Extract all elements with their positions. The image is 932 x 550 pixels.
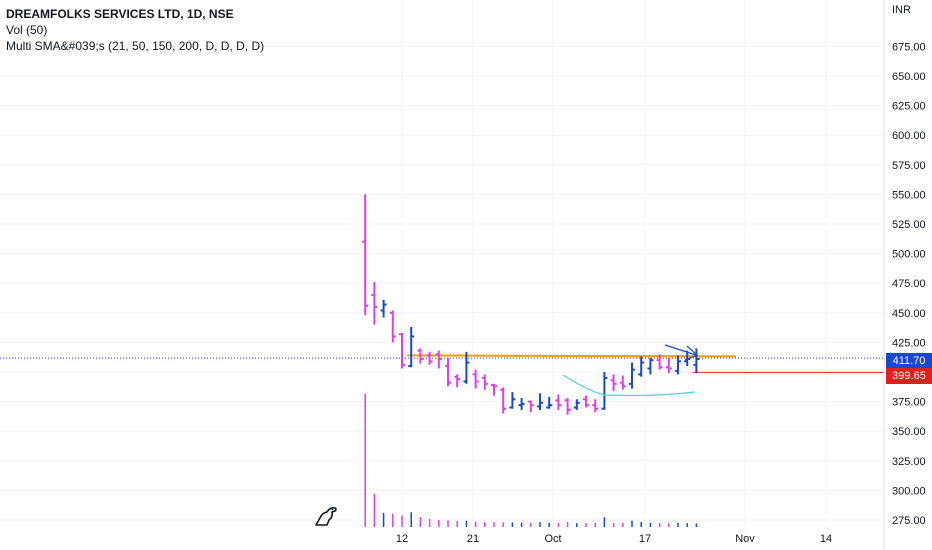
sma-indicator-label[interactable]: Multi SMA&#039;s (21, 50, 150, 200, D, D… [6,39,265,53]
time-tick-label: 14 [820,533,832,545]
last-price-tag: 411.70 [886,353,932,369]
marked-price-tag: 399.65 [886,368,932,384]
price-tick-label: 375.00 [892,397,926,409]
arrow-line [664,344,697,356]
price-tick-label: 325.00 [892,456,926,468]
cyan-curve [562,374,696,397]
price-tick-label: 350.00 [892,426,926,438]
price-tick-label: 450.00 [892,308,926,320]
price-axis[interactable]: 675.00 650.00 625.00 600.00 575.00 550.00 525.… [892,41,926,527]
time-tick-label: 21 [467,533,479,545]
time-tick-label: 12 [396,533,408,545]
price-tick-label: 500.00 [892,249,926,261]
arrow-head [684,345,699,361]
price-tick-label: 425.00 [892,337,926,349]
drawings [562,344,699,397]
price-tick-label: 550.00 [892,189,926,201]
price-tick-label: 600.00 [892,130,926,142]
price-tick-label: 575.00 [892,160,926,172]
volume-indicator-label[interactable]: Vol (50) [6,23,48,37]
time-axis[interactable]: 12 21 Oct 17 Nov 14 [396,533,832,545]
price-tick-label: 475.00 [892,278,926,290]
currency-label: INR [892,4,911,16]
orange-level-line [407,354,737,358]
time-tick-label: Nov [735,533,755,545]
price-tick-label: 650.00 [892,71,926,83]
ohlc-bars [362,194,700,415]
price-tick-label: 275.00 [892,515,926,527]
price-tick-label: 625.00 [892,101,926,113]
price-tick-label: 525.00 [892,219,926,231]
symbol-title[interactable]: DREAMFOLKS SERVICES LTD, 1D, NSE [6,7,234,21]
horizontal-levels [0,354,884,373]
time-tick-label: Oct [544,533,561,545]
volume-bars [364,394,698,527]
time-tick-label: 17 [639,533,651,545]
grid [0,0,884,530]
tradingview-logo-icon[interactable] [314,503,338,527]
price-tick-label: 675.00 [892,41,926,53]
price-tick-label: 300.00 [892,485,926,497]
chart-legend: DREAMFOLKS SERVICES LTD, 1D, NSE Vol (50… [6,6,264,54]
